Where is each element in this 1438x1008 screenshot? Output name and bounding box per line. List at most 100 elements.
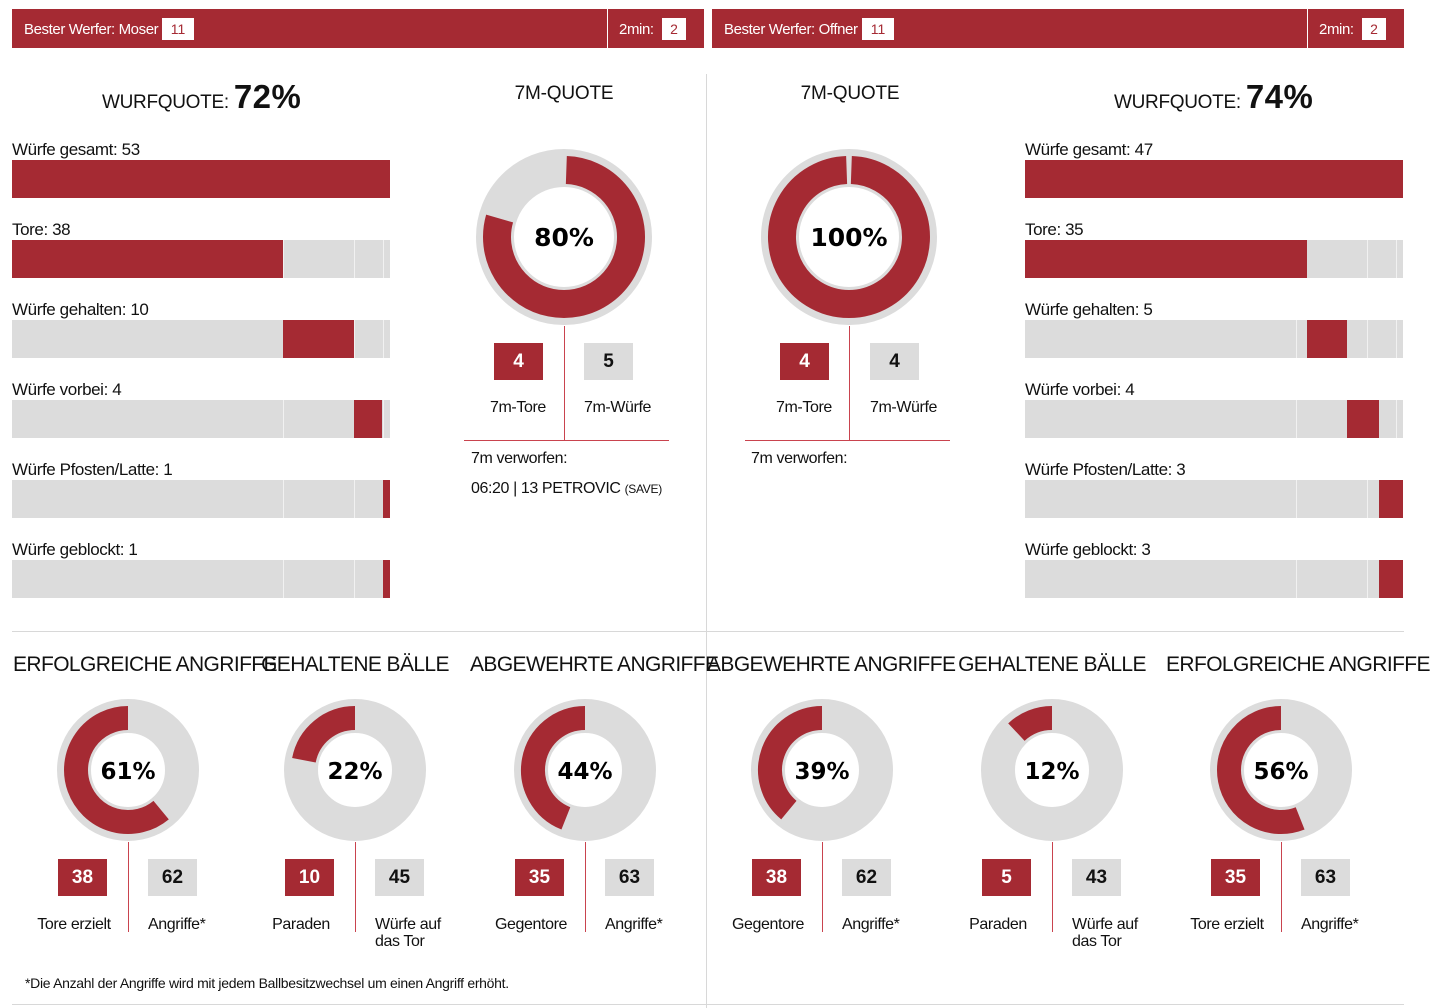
bottom-title: GEHALTENE BÄLLE [261,653,449,676]
bottom-label-b: Angriffe* [605,916,663,933]
left-best-thrower-value: 11 [162,18,194,40]
right-7m-hline [745,440,950,441]
left-bar-tick [383,240,384,278]
bottom-title: ERFOLGREICHE ANGRIFFE [13,653,278,676]
right-best-thrower-label: Bester Werfer: Offner [724,21,858,38]
bottom-value-b: 63 [605,859,654,896]
left-7m-missed-label: 7m verworfen: [471,450,568,467]
left-bar-tick [283,560,284,598]
left-wurfquote-value: 72% [233,78,302,115]
bottom-label-b: Angriffe* [1301,916,1359,933]
bottom-label-a: Tore erzielt [37,916,111,933]
right-bar-tick [1367,240,1368,278]
left-bar-tick [354,320,355,358]
right-two-min-value: 2 [1362,18,1386,40]
right-bar-tick [1296,400,1297,438]
bottom-label-b: Würfe auf das Tor [1072,916,1138,950]
bottom-value-b: 43 [1072,859,1121,896]
left-bar-tick [383,400,384,438]
bottom-label-a: Gegentore [494,916,567,933]
bottom-donut: 22% [284,699,426,841]
left-wurfquote: WURFQUOTE: 72% [102,78,301,116]
left-bar-label: Würfe geblockt: 1 [12,540,138,559]
left-7m-donut: 80% [476,149,652,325]
bottom-donut-arc [292,706,356,764]
left-bar-tick [354,240,355,278]
bottom-donut-arc [1008,706,1053,742]
left-bar-fill [383,560,390,598]
right-7m-title: 7M-QUOTE [800,83,900,104]
right-bar-track [1025,240,1403,278]
right-bar-tick [1367,480,1368,518]
right-bar-tick [1396,400,1397,438]
right-wurfquote: WURFQUOTE: 74% [1114,78,1313,116]
bottom-donut-arc [758,706,823,820]
left-bar-fill [383,480,390,518]
right-best-thrower-value: 11 [862,18,894,40]
right-bar-track [1025,480,1403,518]
left-bar-tick [354,480,355,518]
bottom-divider [12,1004,1404,1005]
section-divider [12,631,1404,632]
left-bar-fill [283,320,354,358]
right-bar-label: Würfe gesamt: 47 [1025,140,1153,159]
right-bar-fill [1379,560,1403,598]
bottom-value-a: 5 [982,859,1031,896]
footnote: *Die Anzahl der Angriffe wird mit jedem … [25,975,509,991]
right-7m-throws: 4 [870,343,919,380]
left-7m-goals-label: 7m-Tore [490,399,546,416]
right-7m-throws-label: 7m-Würfe [870,399,938,416]
left-7m-throws: 5 [584,343,633,380]
left-bar-label: Würfe vorbei: 4 [12,380,122,399]
left-bar-tick [354,560,355,598]
left-7m-arc [483,156,645,318]
left-header-divider [607,9,608,48]
bottom-divider-line [1281,842,1282,932]
bottom-donut: 56% [1210,699,1352,841]
bottom-label-a: Paraden [272,916,330,933]
bottom-donut-arc [64,706,169,834]
left-bar-track [12,400,390,438]
right-7m-pct: 100% [810,223,887,252]
left-7m-throws-label: 7m-Würfe [584,399,652,416]
bottom-donut-pct: 22% [327,759,382,785]
right-bar-tick [1296,560,1297,598]
right-bar-label: Würfe gehalten: 5 [1025,300,1153,319]
right-7m-vline [849,326,850,440]
left-bar-fill [354,400,382,438]
bottom-value-b: 62 [148,859,197,896]
left-bar-track [12,480,390,518]
bottom-title: ERFOLGREICHE ANGRIFFE [1166,653,1431,676]
bottom-value-b: 63 [1301,859,1350,896]
right-two-min-label: 2min: [1319,21,1354,38]
left-bar-tick [383,320,384,358]
left-bar-label: Würfe gesamt: 53 [12,140,140,159]
bottom-value-a: 38 [752,859,801,896]
right-bar-track [1025,400,1403,438]
left-bar-fill [12,160,390,198]
bottom-divider-line [1052,842,1053,932]
bottom-value-b: 45 [375,859,424,896]
left-7m-pct: 80% [534,223,594,252]
right-bar-label: Würfe geblockt: 3 [1025,540,1151,559]
right-bar-fill [1025,240,1307,278]
right-7m-arc [768,156,930,318]
left-7m-missed-note: (SAVE) [624,482,663,496]
bottom-title: GEHALTENE BÄLLE [958,653,1146,676]
left-bar-label: Tore: 38 [12,220,71,239]
left-bar-track [12,320,390,358]
right-header-bar: Bester Werfer: Offner 11 2min: 2 [712,9,1404,48]
right-7m-missed-label: 7m verworfen: [751,450,848,467]
bottom-donut-arc [521,706,586,830]
left-bar-tick [283,480,284,518]
left-bar-tick [283,400,284,438]
right-wurfquote-label: WURFQUOTE: [1114,92,1241,113]
right-bar-tick [1367,320,1368,358]
bottom-donut-pct: 12% [1024,759,1079,785]
bottom-donut-pct: 39% [794,759,849,785]
left-two-min-label: 2min: [619,21,654,38]
bottom-title: ABGEWEHRTE ANGRIFFE [707,653,956,676]
bottom-donut: 39% [751,699,893,841]
right-bar-tick [1296,480,1297,518]
right-bar-track [1025,320,1403,358]
